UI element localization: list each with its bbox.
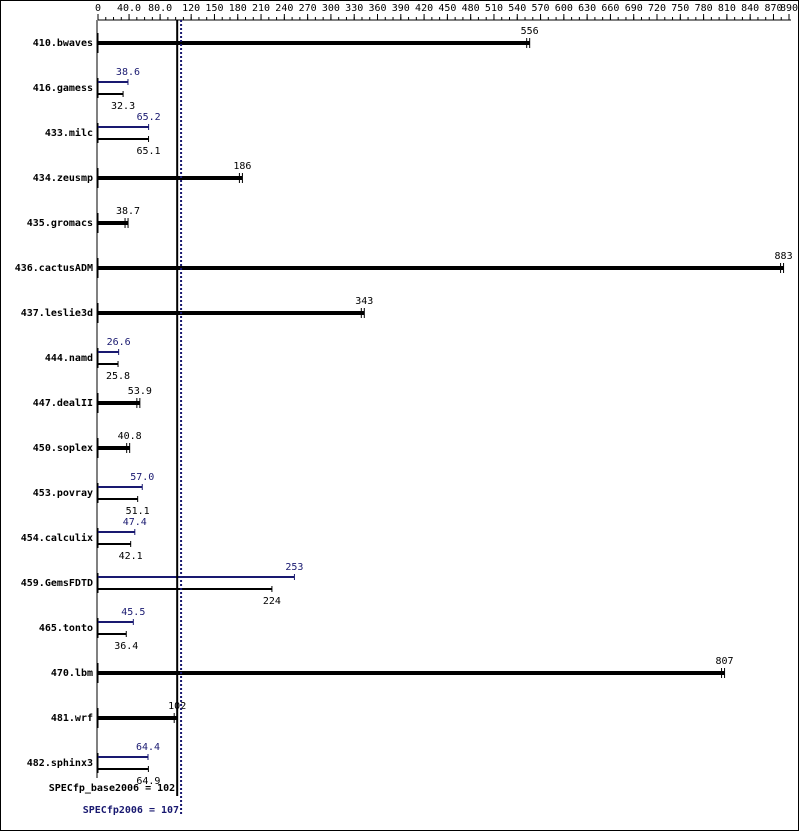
x-tick-label: 80.0 <box>148 3 172 14</box>
x-tick-label: 150 <box>205 3 223 14</box>
value-label: 38.6 <box>116 67 140 78</box>
reference-label: SPECfp_base2006 = 102 <box>49 783 175 794</box>
value-label: 38.7 <box>116 206 140 217</box>
value-label: 42.1 <box>119 551 143 562</box>
value-label: 57.0 <box>130 472 154 483</box>
category-label: 416.gamess <box>33 83 93 94</box>
category-label: 433.milc <box>45 127 93 139</box>
value-label: 64.4 <box>136 742 160 753</box>
value-label: 26.6 <box>107 337 131 348</box>
x-tick-label: 330 <box>345 3 363 14</box>
value-label: 45.5 <box>121 607 145 618</box>
category-label: 450.soplex <box>33 443 93 454</box>
value-label: 65.1 <box>136 146 160 157</box>
x-tick-label: 40.0 <box>117 3 141 14</box>
x-tick-label: 810 <box>718 3 736 14</box>
x-tick-label: 570 <box>532 3 550 14</box>
x-tick-label: 270 <box>299 3 317 14</box>
category-label: 454.calculix <box>21 532 93 544</box>
category-label: 437.leslie3d <box>21 307 93 319</box>
x-tick-label: 870 <box>764 3 782 14</box>
value-label: 883 <box>775 251 793 262</box>
category-label: 481.wrf <box>51 713 93 724</box>
value-label: 47.4 <box>123 517 147 528</box>
category-label: 465.tonto <box>39 623 93 634</box>
value-label: 64.9 <box>136 776 160 787</box>
category-label: 482.sphinx3 <box>27 757 93 769</box>
x-tick-label: 450 <box>438 3 456 14</box>
category-label: 436.cactusADM <box>15 263 93 274</box>
value-label: 36.4 <box>114 641 138 652</box>
x-tick-label: 660 <box>601 3 619 14</box>
category-label: 410.bwaves <box>33 38 93 49</box>
value-label: 40.8 <box>118 431 142 442</box>
x-tick-label: 540 <box>508 3 526 14</box>
category-label: 435.gromacs <box>27 218 93 229</box>
category-label: 453.povray <box>33 488 93 499</box>
x-tick-label: 360 <box>368 3 386 14</box>
value-label: 556 <box>521 26 539 37</box>
x-tick-label: 780 <box>695 3 713 14</box>
value-label: 32.3 <box>111 101 135 112</box>
x-tick-label: 600 <box>555 3 573 14</box>
x-tick-label: 210 <box>252 3 270 14</box>
category-label: 447.dealII <box>33 398 93 409</box>
category-label: 470.lbm <box>51 668 93 679</box>
value-label: 807 <box>716 656 734 667</box>
reference-label: SPECfp2006 = 107 <box>83 805 179 816</box>
x-tick-label: 890 <box>780 3 798 14</box>
x-tick-label: 840 <box>741 3 759 14</box>
x-tick-label: 390 <box>392 3 410 14</box>
value-label: 65.2 <box>137 112 161 123</box>
x-tick-label: 300 <box>322 3 340 14</box>
x-tick-label: 420 <box>415 3 433 14</box>
category-label: 434.zeusmp <box>33 173 93 184</box>
value-label: 343 <box>355 296 373 307</box>
value-label: 253 <box>285 562 303 573</box>
x-tick-label: 630 <box>578 3 596 14</box>
x-tick-label: 690 <box>625 3 643 14</box>
category-label: 444.namd <box>45 353 93 364</box>
value-label: 51.1 <box>126 506 150 517</box>
value-label: 53.9 <box>128 386 152 397</box>
x-tick-label: 0 <box>95 3 101 14</box>
x-tick-label: 720 <box>648 3 666 14</box>
x-tick-label: 180 <box>229 3 247 14</box>
x-tick-label: 510 <box>485 3 503 14</box>
x-tick-label: 240 <box>275 3 293 14</box>
value-label: 224 <box>263 596 281 607</box>
value-label: 25.8 <box>106 371 130 382</box>
category-label: 459.GemsFDTD <box>21 578 93 589</box>
value-label: 186 <box>233 161 251 172</box>
x-tick-label: 750 <box>671 3 689 14</box>
x-tick-label: 480 <box>462 3 480 14</box>
x-tick-label: 120 <box>182 3 200 14</box>
